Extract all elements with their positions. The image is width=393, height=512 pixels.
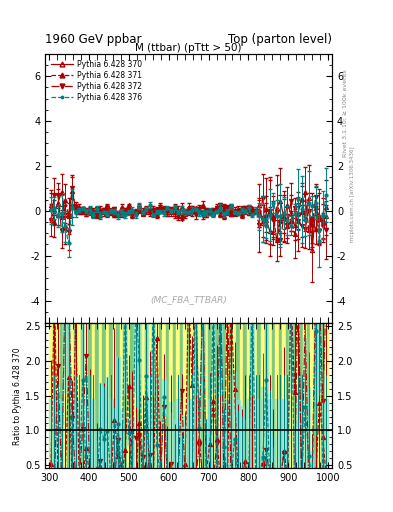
Bar	[134, 323, 138, 468]
Bar	[123, 323, 127, 468]
Bar	[187, 323, 190, 468]
Bar	[141, 323, 145, 468]
Text: (MC_FBA_TTBAR): (MC_FBA_TTBAR)	[150, 295, 227, 304]
Bar	[155, 323, 159, 468]
Bar	[166, 323, 169, 468]
Bar	[257, 323, 261, 468]
Bar	[81, 323, 84, 468]
Bar	[53, 323, 56, 468]
Bar	[127, 323, 130, 468]
Bar	[145, 323, 148, 468]
Bar	[204, 323, 208, 468]
Bar	[194, 323, 197, 468]
Bar	[293, 323, 296, 468]
Bar	[264, 323, 268, 468]
Text: Rivet 3.1.10; ≥ 100k events: Rivet 3.1.10; ≥ 100k events	[343, 69, 348, 157]
Bar	[222, 323, 226, 468]
Bar	[60, 323, 63, 468]
Bar	[120, 323, 123, 468]
Bar	[173, 323, 176, 468]
Bar	[169, 323, 173, 468]
Bar	[300, 323, 303, 468]
Bar	[215, 323, 219, 468]
Bar	[247, 323, 250, 468]
Bar	[138, 323, 141, 468]
Bar	[99, 323, 102, 468]
Bar	[197, 323, 201, 468]
Text: 1960 GeV ppbar: 1960 GeV ppbar	[45, 33, 142, 46]
Bar	[84, 323, 88, 468]
Bar	[314, 323, 318, 468]
Bar	[282, 323, 286, 468]
Bar	[219, 323, 222, 468]
Bar	[106, 323, 109, 468]
Bar	[226, 323, 229, 468]
Bar	[286, 323, 289, 468]
Bar	[236, 323, 240, 468]
Bar	[56, 323, 60, 468]
Bar	[307, 323, 310, 468]
Title: M (ttbar) (pTtt > 50): M (ttbar) (pTtt > 50)	[136, 43, 242, 53]
Bar	[233, 323, 236, 468]
Bar	[162, 323, 166, 468]
Bar	[67, 323, 70, 468]
Bar	[74, 323, 77, 468]
Bar	[211, 323, 215, 468]
Bar	[275, 323, 279, 468]
Bar	[152, 323, 155, 468]
Bar	[279, 323, 282, 468]
Bar	[243, 323, 247, 468]
Text: mcplots.cern.ch [arXiv:1306.3436]: mcplots.cern.ch [arXiv:1306.3436]	[350, 147, 355, 242]
Bar	[254, 323, 257, 468]
Bar	[325, 323, 328, 468]
Legend: Pythia 6.428 370, Pythia 6.428 371, Pythia 6.428 372, Pythia 6.428 376: Pythia 6.428 370, Pythia 6.428 371, Pyth…	[49, 57, 144, 104]
Bar	[272, 323, 275, 468]
Bar	[250, 323, 254, 468]
Bar	[159, 323, 162, 468]
Bar	[63, 323, 67, 468]
Bar	[208, 323, 211, 468]
Bar	[49, 323, 53, 468]
Bar	[102, 323, 106, 468]
Bar	[148, 323, 152, 468]
Bar	[190, 323, 194, 468]
Bar	[261, 323, 264, 468]
Text: Top (parton level): Top (parton level)	[228, 33, 332, 46]
Bar	[88, 323, 92, 468]
Bar	[268, 323, 272, 468]
Bar	[77, 323, 81, 468]
Bar	[70, 323, 74, 468]
Bar	[296, 323, 300, 468]
Bar	[92, 323, 95, 468]
Bar	[113, 323, 116, 468]
Bar	[310, 323, 314, 468]
Bar	[318, 323, 321, 468]
Bar	[240, 323, 243, 468]
Bar	[303, 323, 307, 468]
Bar	[180, 323, 184, 468]
Bar	[321, 323, 325, 468]
Bar	[95, 323, 99, 468]
Bar	[229, 323, 233, 468]
Bar	[201, 323, 204, 468]
Y-axis label: Ratio to Pythia 6.428 370: Ratio to Pythia 6.428 370	[13, 347, 22, 444]
Bar	[176, 323, 180, 468]
Bar	[184, 323, 187, 468]
Bar	[130, 323, 134, 468]
Bar	[116, 323, 120, 468]
Bar	[109, 323, 113, 468]
Bar	[289, 323, 293, 468]
